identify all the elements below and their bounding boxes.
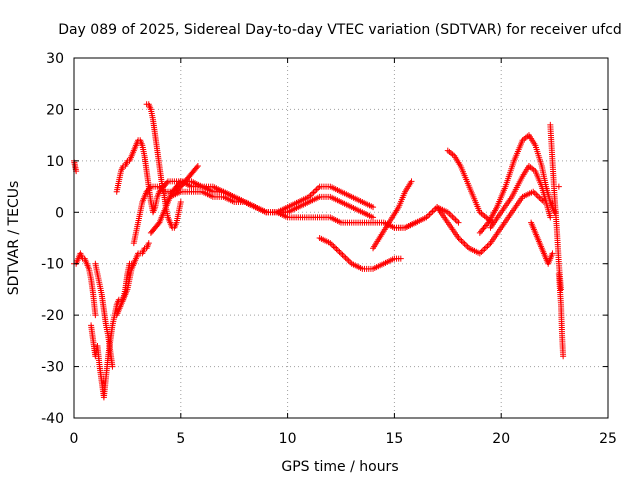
data-point: [397, 255, 404, 262]
data-point: [342, 254, 349, 261]
data-point: [344, 256, 351, 263]
series-track-19: [547, 121, 565, 293]
data-point: [194, 163, 201, 169]
data-point: [555, 183, 562, 190]
data-point: [331, 244, 338, 251]
x-tick-label: 20: [492, 431, 510, 447]
series-track-1: [71, 250, 99, 319]
series-track-14: [434, 188, 547, 257]
series-track-4: [71, 157, 80, 175]
data-point: [370, 214, 377, 221]
series-track-18: [528, 219, 556, 267]
series-track-17: [487, 163, 554, 231]
data-point: [453, 218, 460, 225]
data-point: [549, 250, 556, 257]
data-point: [457, 236, 464, 243]
series-track-11: [316, 235, 404, 272]
series-track-12: [370, 178, 415, 252]
series-track-16: [476, 132, 558, 236]
data-point: [531, 190, 538, 197]
data-point: [460, 239, 467, 246]
data-point: [452, 216, 459, 223]
data-point: [484, 243, 491, 250]
data-point: [336, 248, 343, 255]
x-tick-label: 15: [385, 431, 403, 447]
series-track-15: [444, 147, 496, 226]
data-point: [313, 186, 320, 193]
y-tick-label: -10: [41, 257, 64, 273]
plot-frame: [73, 57, 609, 419]
y-axis-label: SDTVAR / TECUs: [6, 181, 22, 296]
data-point: [338, 250, 344, 257]
y-tick-label: 10: [46, 154, 64, 170]
data-point: [536, 194, 543, 201]
grid-lines: [74, 58, 608, 418]
data-point: [461, 240, 468, 247]
data-point: [408, 178, 415, 185]
y-tick-label: -40: [41, 411, 64, 427]
y-tick-label: 20: [46, 102, 64, 118]
data-point: [341, 253, 348, 260]
y-tick-label: -30: [41, 360, 64, 376]
x-tick-label: 0: [70, 431, 79, 447]
data-marks: [71, 101, 567, 401]
data-point: [484, 221, 491, 228]
data-point: [333, 246, 340, 253]
data-point: [145, 240, 152, 247]
series-track-13: [391, 204, 462, 231]
data-point: [560, 353, 567, 360]
data-point: [312, 187, 319, 194]
data-point: [426, 211, 433, 218]
data-point: [146, 184, 153, 191]
x-axis-label: GPS time / hours: [281, 459, 398, 475]
data-point: [345, 257, 352, 264]
data-point: [193, 164, 200, 171]
data-point: [310, 189, 317, 196]
data-point: [485, 241, 492, 248]
data-point: [450, 215, 457, 222]
data-point: [330, 243, 337, 250]
data-point: [463, 242, 470, 249]
series-track-21: [555, 183, 562, 190]
data-point: [339, 251, 346, 258]
data-point: [177, 199, 184, 205]
data-point: [551, 209, 558, 216]
series-track-20: [555, 271, 567, 360]
data-point: [537, 196, 544, 203]
data-point: [176, 179, 183, 186]
data-point: [449, 213, 456, 220]
data-point: [109, 363, 116, 370]
x-tick-label: 5: [176, 431, 185, 447]
x-tick-label: 25: [599, 431, 617, 447]
data-point: [334, 247, 341, 254]
chart-title: Day 089 of 2025, Sidereal Day-to-day VTE…: [58, 22, 622, 38]
series-track-2: [88, 260, 137, 401]
data-point: [370, 204, 377, 211]
y-tick-label: 0: [55, 205, 64, 221]
data-point: [558, 286, 565, 293]
axis-ticks: 0 5 10 15 20 25 30 20 10 0 -10 -20 -30 -40: [41, 51, 617, 447]
series-track-10: [167, 188, 377, 221]
data-point: [447, 212, 454, 219]
data-point: [482, 244, 489, 251]
data-point: [92, 312, 99, 319]
data-point: [481, 246, 488, 253]
data-point: [309, 190, 316, 197]
data-point: [428, 210, 435, 217]
data-point: [458, 237, 465, 244]
data-point: [429, 208, 436, 215]
series-track-3: [92, 260, 116, 370]
y-tick-label: 30: [46, 51, 64, 67]
data-point: [455, 219, 462, 226]
data-point: [547, 214, 554, 221]
data-point: [163, 179, 170, 186]
data-point: [315, 185, 322, 192]
y-tick-label: -20: [41, 308, 64, 324]
data-point: [478, 248, 485, 255]
x-tick-label: 10: [279, 431, 297, 447]
data-point: [534, 193, 541, 200]
series-track-6: [113, 240, 152, 319]
